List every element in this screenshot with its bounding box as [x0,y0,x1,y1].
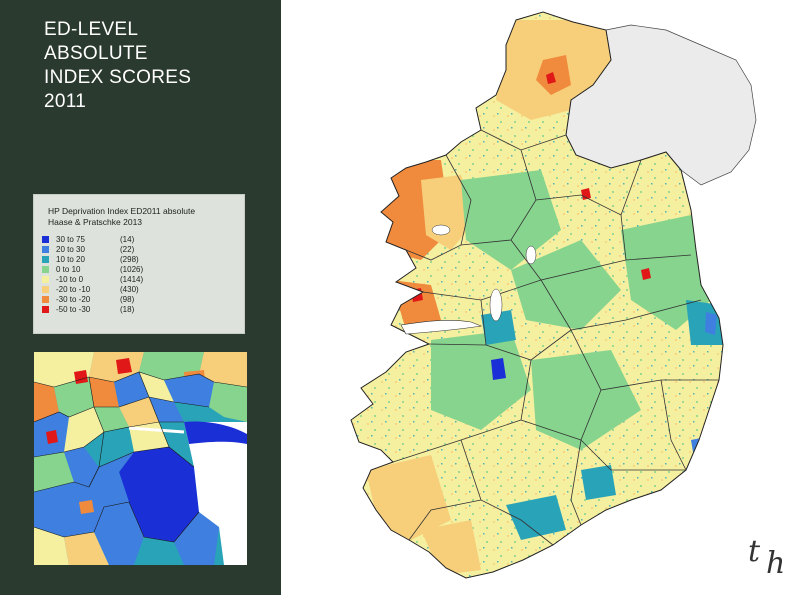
legend-range: -10 to 0 [56,275,84,284]
inset-area [114,372,149,407]
inset-area [199,352,247,387]
dublin-bay-water [174,422,247,565]
inset-boundaries [34,371,247,543]
region-dublin-centre [705,312,717,335]
region-west-cork [421,520,481,575]
inset-area [94,407,129,432]
legend-range: 0 to 10 [56,265,81,274]
logo-letter-t: t [748,534,761,569]
region-cork [506,495,566,540]
inset-area [84,427,134,467]
legend-heading-line-2: Haase & Pratschke 2013 [48,217,143,227]
legend-swatch [42,296,49,303]
port-area [184,421,247,444]
inset-area [46,430,58,444]
legend-count: (1026) [120,265,144,274]
lough-ree [525,245,537,265]
lough-derg [489,288,503,322]
inset-area [89,452,134,507]
legend-row: -20 to -10 (430) [42,285,232,295]
region-dublin [686,300,723,345]
logo-letter-h: h [766,546,786,581]
legend-range: 30 to 75 [56,235,85,244]
legend-row: -30 to -20 (98) [42,295,232,305]
legend-range: 20 to 30 [56,245,85,254]
liffey-river [128,426,185,434]
inset-area [94,502,144,565]
dublin-inset-map [34,352,247,565]
region-north-midlands [461,170,561,270]
legend-count: (18) [120,305,135,314]
region-south-midlands [531,350,641,450]
legend-row: -50 to -30 (18) [42,305,232,315]
inset-area [134,537,184,565]
title-line-3: INDEX SCORES [44,67,192,88]
legend-row: 30 to 75 (14) [42,235,232,245]
shannon-estuary [400,320,483,335]
legend-swatch [42,306,49,313]
legend-range: -20 to -10 [56,285,91,294]
hotspot [546,72,556,84]
legend-row: -10 to 0 (1414) [42,275,232,285]
legend-count: (14) [120,235,135,244]
legend-range: -50 to -30 [56,305,91,314]
legend-count: (430) [120,285,139,294]
inset-area [119,397,159,427]
title-line-2: ABSOLUTE [44,43,148,64]
inset-area [74,370,88,384]
legend-count: (98) [120,295,135,304]
hotspot [641,268,651,280]
legend-row: 10 to 20 (298) [42,255,232,265]
legend-row: 0 to 10 (1026) [42,265,232,275]
legend-swatch [42,256,49,263]
legend-heading-line-1: HP Deprivation Index ED2011 absolute [48,206,196,216]
inset-area [64,407,104,452]
legend-classes: 30 to 75 (14) 20 to 30 (22) 10 to 20 (298) … [42,235,232,315]
inset-area [119,447,199,542]
inset-areas [34,352,247,565]
region-shannon [431,330,531,430]
inset-area [174,512,219,565]
roi-coastline [350,11,724,579]
legend-swatch [42,276,49,283]
title-line-1: ED-LEVEL [44,19,139,40]
inset-area [139,372,174,402]
inset-area [34,452,74,492]
title-line-4: 2011 [44,91,87,112]
legend-count: (22) [120,245,135,254]
hotspot [581,188,591,200]
county-boundaries [392,129,719,546]
legend-swatch [42,246,49,253]
legend-swatch [42,266,49,273]
inset-area [34,482,104,537]
legend-heading: HP Deprivation Index ED2011 absolute Haa… [48,206,195,228]
legend-count: (298) [120,255,139,264]
page-title: ED-LEVEL ABSOLUTE INDEX SCORES 2011 [44,18,264,114]
inset-area [34,527,69,565]
inset-area [79,500,94,514]
map-legend: HP Deprivation Index ED2011 absolute Haa… [33,194,245,334]
inset-area [116,358,132,374]
legend-count: (1414) [120,275,144,284]
inset-area [89,352,144,382]
inset-area [54,377,94,417]
legend-swatch [42,286,49,293]
region-kerry [366,455,451,545]
inset-area [209,382,247,422]
inset-area [164,374,214,407]
legend-swatch [42,236,49,243]
lough-mask [431,224,451,236]
ireland-deprivation-map [350,11,757,579]
inset-area [34,382,59,422]
region-waterford [581,465,616,500]
region-limerick [481,310,516,345]
legend-row: 20 to 30 (22) [42,245,232,255]
inset-area [64,447,99,487]
inset-area [89,377,119,407]
legend-range: 10 to 20 [56,255,85,264]
region-midlands [511,240,621,330]
hotspot [491,358,506,380]
legend-range: -30 to -20 [56,295,91,304]
inset-area [149,397,184,422]
